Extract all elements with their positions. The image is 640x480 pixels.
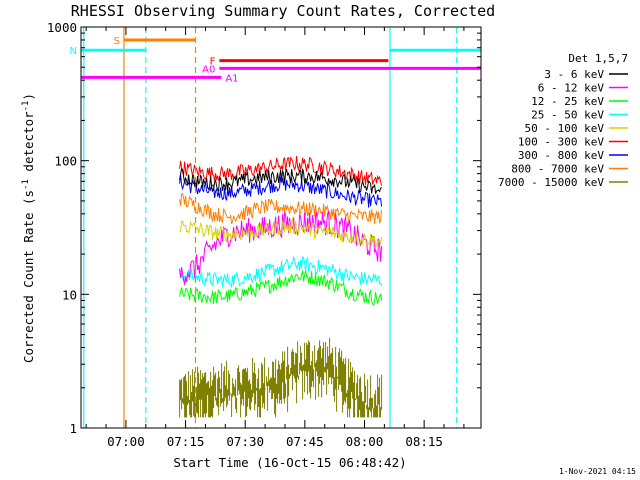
axis-layer: 07:00 07:15 07:30 07:45 08:00 08:15 1 10 100 1000 (47, 20, 481, 449)
legend-label: 300 - 800 keV (518, 149, 604, 162)
date-stamp: 1-Nov-2021 04:15 (559, 467, 636, 476)
x-tick-label: 08:00 (346, 434, 384, 449)
x-tick-label: 07:45 (286, 434, 324, 449)
legend-label: 50 - 100 keV (525, 122, 605, 135)
y-axis-label-part3: ) (21, 93, 36, 101)
chart-title: RHESSI Observing Summary Count Rates, Co… (71, 2, 495, 20)
flag-label: A0 (202, 64, 215, 75)
flag-label: S (114, 36, 120, 47)
series-line-800-7000-kev (179, 192, 383, 225)
y-axis-label-sup2: -1 (21, 101, 31, 112)
x-tick-label: 07:30 (226, 434, 264, 449)
y-tick-label: 1 (69, 421, 77, 436)
data-layer (179, 156, 383, 418)
legend-label: 12 - 25 keV (531, 95, 604, 108)
y-tick-label: 1000 (47, 20, 77, 35)
y-axis-label-part1: Corrected Count Rate (s (21, 190, 36, 363)
y-axis-label-part2: detector (21, 111, 36, 179)
flag-layer: S N FA0 A1 (70, 27, 481, 428)
legend-label: 25 - 50 keV (531, 109, 604, 122)
legend-label: 100 - 300 keV (518, 136, 604, 149)
series-line-50-100-kev (179, 217, 383, 249)
legend-label: 800 - 7000 keV (511, 163, 604, 176)
series-line-7000-15000-kev (179, 337, 383, 418)
series-line-6-12-kev (179, 209, 383, 285)
series-line-12-25-kev (179, 270, 383, 306)
series-line-100-300-kev (179, 156, 383, 186)
legend-label: 7000 - 15000 keV (498, 176, 604, 189)
y-axis-label-sup1: -1 (21, 179, 31, 190)
y-tick-label: 10 (62, 287, 77, 302)
series-line-3-6-kev (179, 167, 382, 194)
legend-label: 3 - 6 keV (544, 68, 604, 81)
plot-frame (80, 26, 482, 429)
x-tick-label: 07:00 (107, 434, 145, 449)
flag-label: N (70, 46, 77, 57)
y-tick-label: 100 (54, 154, 77, 169)
flag-label: F (210, 57, 216, 68)
legend-title: Det 1,5,7 (568, 52, 628, 65)
legend-label: 6 - 12 keV (538, 82, 605, 95)
series-line-300-800-kev (179, 174, 383, 208)
flag-label: A1 (225, 73, 238, 84)
y-axis-label: Corrected Count Rate (s-1 detector-1) (21, 93, 36, 363)
x-tick-label: 08:15 (405, 434, 443, 449)
series-line-25-50-kev (179, 255, 383, 289)
x-tick-label: 07:15 (167, 434, 205, 449)
x-axis-label: Start Time (16-Oct-15 06:48:42) (173, 455, 406, 470)
